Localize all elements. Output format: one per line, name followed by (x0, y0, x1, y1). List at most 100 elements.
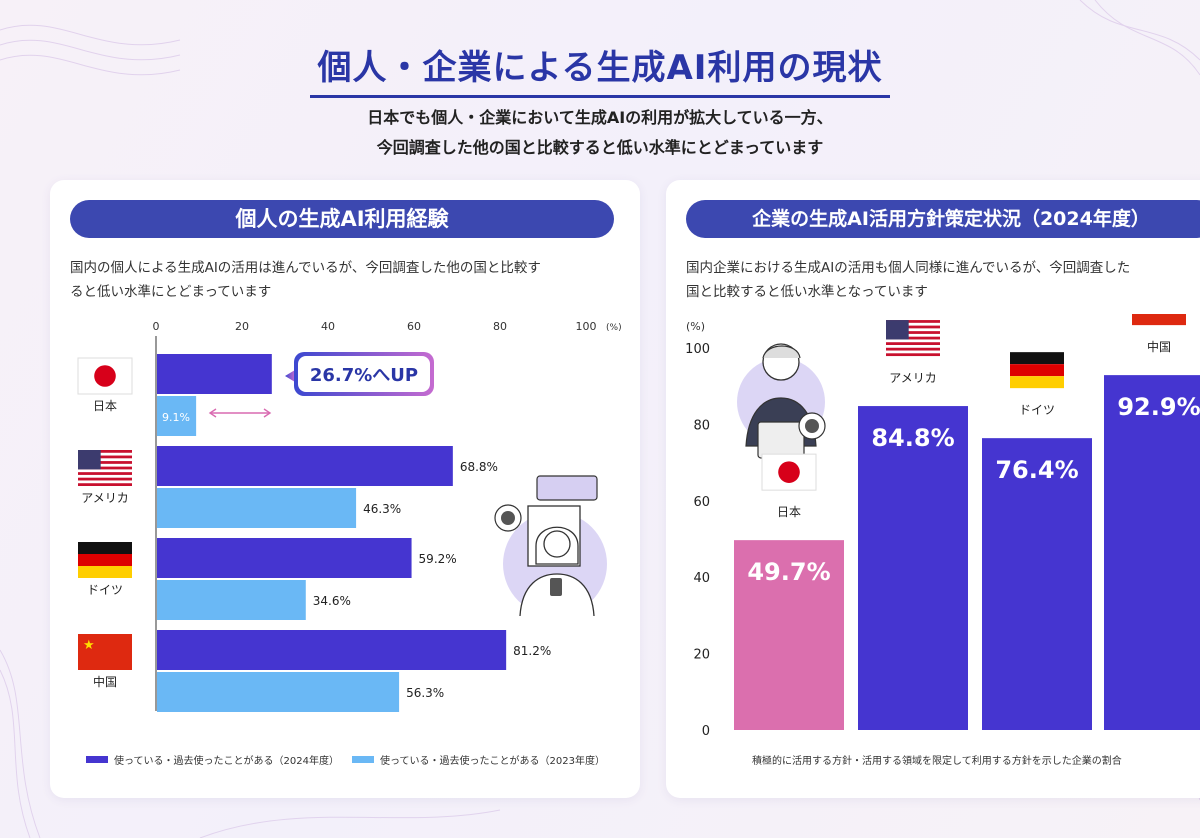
businessman-illustration (737, 343, 826, 459)
bar-2023-value-label: 56.3% (406, 686, 444, 700)
right-panel-heading: 企業の生成AI活用方針策定状況（2024年度） (686, 200, 1200, 238)
bar-2023-us (157, 488, 357, 528)
y-tick-label: 80 (693, 418, 710, 433)
bar-value-label: 92.9% (1117, 393, 1200, 421)
subtitle-line-1: 日本でも個人・企業において生成AIの利用が拡大している一方、 (367, 108, 833, 127)
legend-swatch-2023 (352, 756, 374, 763)
bar-2023-value-label: 46.3% (363, 502, 401, 516)
flag-cn: ★ 中国 (78, 634, 132, 689)
y-tick-label: 40 (693, 571, 710, 586)
country-label: アメリカ (889, 371, 936, 385)
usa-flag-stripe (78, 466, 132, 470)
germany-flag-icon (1010, 352, 1064, 365)
country-label: 日本 (93, 399, 117, 413)
individual-usage-bar-chart: 9.1% 68.8% 46.3% 59.2% 34.6% 81.2% 56.3% 日本アメリ… (77, 320, 622, 712)
subtitle-line-2: 今回調査した他の国と比較すると低い水準にとどまっています (376, 138, 824, 157)
left-legend-2023: 使っている・過去使ったことがある（2023年度） (352, 752, 605, 767)
woman-with-phone-illustration (494, 475, 607, 617)
china-flag-icon (78, 634, 132, 670)
china-flag-star: ★ (83, 638, 95, 653)
bar-2023-value-label: 34.6% (313, 594, 351, 608)
bar-2024-value-label: 81.2% (513, 644, 551, 658)
left-panel-heading: 個人の生成AI利用経験 (70, 200, 614, 238)
y-tick-label: 0 (702, 724, 710, 739)
bar-us (858, 406, 968, 730)
usa-flag-stripe (78, 450, 132, 453)
left-panel-description: 国内の個人による生成AIの活用は進んでいるが、今回調査した他の国と比較す ると低… (70, 256, 630, 304)
x-tick-label: 20 (235, 320, 249, 333)
flag-cn: ★ (1132, 314, 1186, 326)
bar-2024-de (157, 538, 412, 578)
title-wrap: 個人・企業による生成AI利用の現状 (0, 40, 1200, 98)
bar-2023-de (157, 580, 306, 620)
china-flag-icon (1132, 314, 1186, 326)
usa-flag-stripe (886, 353, 940, 357)
bar-value-label: 49.7% (747, 558, 830, 586)
bar-2024-us (157, 446, 453, 486)
country-label: 日本 (777, 505, 801, 519)
x-tick-label: 0 (153, 320, 160, 333)
right-footnote: 積極的に活用する方針・活用する領域を限定して利用する方針を示した企業の割合 (752, 756, 1122, 767)
country-label: アメリカ (81, 491, 128, 505)
callout-text: 26.7%へUP (310, 365, 418, 386)
legend-label-2024: 使っている・過去使ったことがある（2024年度） (114, 756, 339, 767)
y-tick-label: 60 (693, 495, 710, 510)
japan-flag-circle (778, 461, 800, 483)
x-tick-label: 60 (407, 320, 421, 333)
bar-2024-value-label: 59.2% (419, 552, 457, 566)
bar-cn (1104, 375, 1200, 730)
legend-swatch-2024 (86, 756, 108, 763)
company-policy-bar-chart: 0 20 40 60 80 100 (%) 49.7% 84.8% 76.4% 92.9% 日本 ア… (685, 314, 1200, 739)
flag-us (886, 320, 940, 357)
usa-flag-stripe (886, 320, 940, 323)
germany-flag-gold (1010, 376, 1064, 389)
callout-badge: 26.7%へUP (285, 352, 434, 396)
y-tick-label: 100 (685, 342, 710, 357)
bar-2024-cn (157, 630, 507, 670)
country-label: 中国 (1147, 339, 1171, 354)
bar-value-label: 84.8% (871, 424, 954, 452)
x-tick-label: 40 (321, 320, 335, 333)
left-desc-line-2: ると低い水準にとどまっています (70, 284, 272, 300)
japan-flag-circle (94, 365, 116, 387)
bar-2023-value-label: 9.1% (162, 411, 190, 424)
bar-2024-jp (157, 354, 272, 394)
usa-flag-stripe (78, 483, 132, 486)
germany-flag-gold (78, 566, 132, 578)
germany-flag-red (78, 554, 132, 566)
y-unit-label: (%) (686, 320, 705, 333)
x-unit-label: (%) (606, 323, 622, 333)
bar-2023-jp (157, 396, 197, 436)
page-title: 個人・企業による生成AI利用の現状 (309, 40, 891, 98)
bar-value-label: 76.4% (995, 456, 1078, 484)
usa-flag-stripe (886, 336, 940, 340)
germany-flag-red (1010, 364, 1064, 377)
x-tick-label: 80 (493, 320, 507, 333)
flag-de: ドイツ (78, 542, 132, 597)
usa-flag-canton (886, 320, 909, 340)
left-legend-2024: 使っている・過去使ったことがある（2024年度） (86, 752, 339, 767)
bar-2024-value-label: 68.8% (460, 460, 498, 474)
y-tick-label: 20 (693, 648, 710, 663)
usa-flag-stripe (78, 472, 132, 475)
germany-flag-icon (78, 542, 132, 554)
bar-jp (734, 540, 844, 730)
usa-flag-stripe (886, 325, 940, 329)
country-label: 中国 (93, 674, 117, 689)
right-panel-description: 国内企業における生成AIの活用も個人同様に進んでいるが、今回調査した 国と比較す… (686, 256, 1200, 304)
usa-flag-stripe (886, 347, 940, 351)
flag-de (1010, 352, 1064, 389)
bar-de (982, 438, 1092, 730)
legend-label-2023: 使っている・過去使ったことがある（2023年度） (380, 756, 605, 767)
usa-flag-stripe (78, 461, 132, 464)
country-label: ドイツ (87, 583, 123, 597)
country-label: ドイツ (1019, 403, 1055, 417)
flag-jp: 日本 (77, 357, 133, 413)
flag-jp (761, 453, 817, 491)
usa-flag-stripe (78, 477, 132, 481)
increase-arrow (208, 408, 272, 418)
flag-us: アメリカ (78, 450, 132, 505)
usa-flag-stripe (886, 342, 940, 345)
left-desc-line-1: 国内の個人による生成AIの活用は進んでいるが、今回調査した他の国と比較す (70, 260, 541, 276)
usa-flag-canton (78, 450, 101, 470)
